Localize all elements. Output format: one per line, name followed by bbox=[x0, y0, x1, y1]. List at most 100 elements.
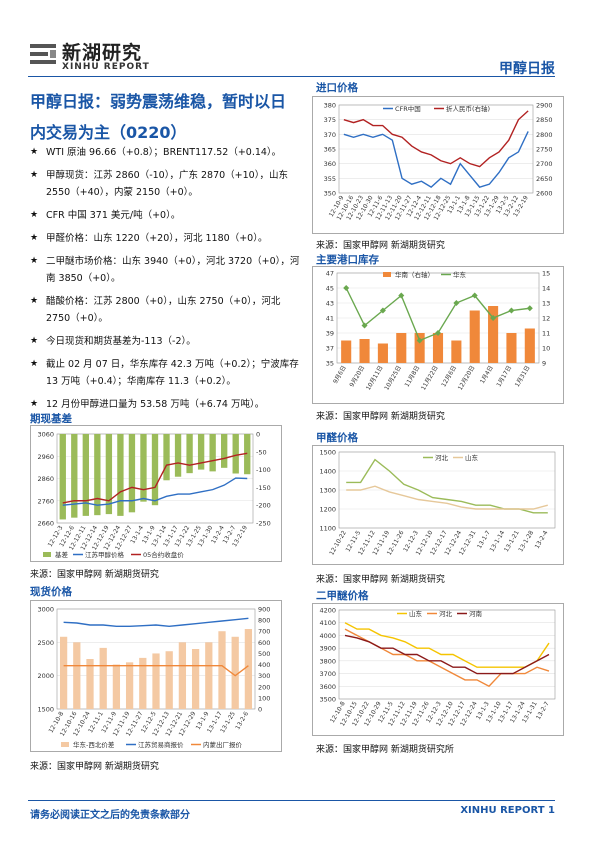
plot-area bbox=[338, 609, 556, 700]
x-tick-label: 12月20日 bbox=[457, 365, 477, 392]
y-tick-label-right: 11 bbox=[542, 330, 550, 338]
chart-inventory: 35 37 39 41 43 45 47 9 10 11 12 13 14 15 9月6日 9月20日 10月1… bbox=[312, 266, 564, 404]
legend-swatch bbox=[383, 272, 391, 277]
bar bbox=[165, 651, 173, 709]
y-tick-label: 1300 bbox=[319, 487, 336, 495]
bar bbox=[377, 343, 388, 363]
bar bbox=[231, 636, 239, 709]
series-line bbox=[344, 628, 550, 688]
y-tick-label: 3600 bbox=[319, 683, 336, 691]
y-tick-label-right: 2900 bbox=[536, 102, 553, 110]
section-title-import: 进口价格 bbox=[316, 82, 358, 94]
bar bbox=[506, 333, 517, 363]
point-marker bbox=[471, 292, 478, 299]
y-tick-label: 41 bbox=[326, 315, 334, 323]
bar bbox=[117, 434, 124, 516]
y-tick-label-right: -50 bbox=[256, 448, 267, 456]
y-tick-label-right: 100 bbox=[258, 694, 270, 702]
y-tick-label-right: 800 bbox=[258, 617, 270, 625]
y-tick-label-right: 300 bbox=[258, 672, 270, 680]
x-tick-label: 13-2-6 bbox=[234, 710, 250, 731]
x-tick-label: 11月8日 bbox=[404, 365, 422, 389]
bar bbox=[152, 653, 160, 709]
bar bbox=[105, 434, 113, 515]
x-tick-label: 1月4日 bbox=[479, 365, 495, 386]
x-tick-label: 10月11日 bbox=[365, 365, 385, 392]
source-note: 来源：国家甲醇网 新湖期货研究 bbox=[316, 241, 445, 251]
bar bbox=[191, 649, 200, 709]
y-tick-label-right: 600 bbox=[258, 639, 270, 647]
y-tick-label: 360 bbox=[324, 160, 336, 168]
bullet-item: ★ 截止 02 月 07 日，华东库存 42.3 万吨（+0.2）；宁波库存 13… bbox=[30, 356, 300, 390]
y-tick-label: 2000 bbox=[37, 672, 54, 680]
x-tick-label: 1月17日 bbox=[495, 365, 513, 389]
bar bbox=[432, 333, 444, 363]
y-tick-label: 1500 bbox=[37, 706, 54, 714]
bar bbox=[71, 434, 78, 518]
y-tick-label: 1500 bbox=[319, 449, 336, 457]
y-tick-label: 35 bbox=[326, 360, 334, 368]
x-tick-label: 1月31日 bbox=[514, 365, 532, 389]
point-marker bbox=[379, 307, 386, 314]
bullet-text: 甲醇现货：江苏 2860（-10），广东 2870（+10），山东 2550（+… bbox=[46, 170, 288, 198]
bullet-item: ★ 甲醛价格：山东 1220（+20），河北 1180（+0）。 bbox=[30, 230, 300, 247]
disclaimer-note: 请务必阅读正文之后的免责条款部分 bbox=[30, 810, 190, 821]
y-tick-label: 37 bbox=[326, 345, 334, 353]
source-note: 来源：国家甲醇网 新湖期货研究 bbox=[30, 762, 159, 772]
y-tick-label: 4200 bbox=[319, 607, 336, 615]
legend-label: 华东-西北价差 bbox=[73, 740, 115, 749]
bullet-item: ★ CFR 中国 371 美元/吨（+0）。 bbox=[30, 207, 300, 224]
series-line bbox=[63, 664, 249, 677]
x-tick-label: 9月20日 bbox=[348, 365, 366, 389]
bullet-text: 截止 02 月 07 日，华东库存 42.3 万吨（+0.2）；宁波库存 13 … bbox=[46, 359, 299, 387]
legend-label: 江苏贸易商报价 bbox=[138, 740, 184, 749]
y-tick-label: 355 bbox=[324, 175, 336, 183]
bar bbox=[99, 647, 107, 709]
y-tick-label-right: 0 bbox=[256, 431, 260, 439]
import-price-chart: 350 355 360 365 370 375 380 2600 2650 2700 2750 280… bbox=[324, 102, 553, 222]
legend-label: 华南（右轴） bbox=[395, 270, 434, 279]
bar bbox=[112, 664, 121, 709]
y-tick-label: 3060 bbox=[37, 431, 54, 439]
legend-label: 河南 bbox=[469, 609, 483, 618]
y-tick-label-right: 900 bbox=[258, 606, 270, 614]
x-tick-label: 9月6日 bbox=[332, 365, 348, 386]
y-tick-label-right: 15 bbox=[542, 270, 550, 278]
bullet-text: 甲醛价格：山东 1220（+20），河北 1180（+0）。 bbox=[46, 233, 268, 244]
section-title-spot: 现货价格 bbox=[30, 586, 72, 598]
y-tick-label-right: -100 bbox=[256, 466, 271, 474]
bar bbox=[197, 434, 205, 470]
y-tick-label-right: 200 bbox=[258, 683, 270, 691]
y-tick-label-right: 2700 bbox=[536, 160, 553, 168]
bar bbox=[178, 642, 187, 709]
bar bbox=[82, 434, 89, 516]
bar bbox=[524, 328, 535, 363]
source-note: 来源：国家甲醇网 新湖期货研究 bbox=[316, 575, 445, 585]
chart-basis: 2660 2760 2860 2960 3060 -250 -200 -150 -100 -50 0… bbox=[30, 425, 282, 562]
star-icon: ★ bbox=[30, 210, 39, 220]
logo-text-en: XINHU REPORT bbox=[62, 62, 150, 72]
legend-label: 折人民币(右轴) bbox=[446, 104, 490, 113]
series-line bbox=[62, 477, 248, 506]
source-note: 来源：国家甲醇网 新湖期货研究 bbox=[30, 570, 159, 580]
bar bbox=[140, 434, 147, 502]
y-tick-label: 2660 bbox=[37, 520, 54, 528]
bar bbox=[244, 629, 253, 709]
star-icon: ★ bbox=[30, 170, 39, 180]
y-tick-label-right: 9 bbox=[542, 360, 546, 368]
section-title-basis: 期现基差 bbox=[30, 413, 72, 425]
plot-area bbox=[338, 451, 556, 529]
logo-text-cn: 新湖研究 bbox=[62, 42, 143, 64]
y-tick-label: 380 bbox=[324, 102, 336, 110]
y-tick-label: 3900 bbox=[319, 645, 336, 653]
bullet-item: ★ 醋酸价格：江苏 2800（+0），山东 2750（+0），河北 2750（+0… bbox=[30, 293, 300, 327]
bar bbox=[73, 642, 81, 709]
y-tick-label: 1100 bbox=[319, 525, 336, 533]
bar bbox=[221, 434, 228, 468]
y-tick-label-right: -150 bbox=[256, 484, 271, 492]
source-note: 来源：国家甲醇网 新湖期货研究 bbox=[316, 412, 445, 422]
y-tick-label-right: 400 bbox=[258, 661, 270, 669]
formaldehyde-chart: 1100120013001400150012-10-2212-11-512-11… bbox=[319, 449, 556, 557]
point-marker bbox=[343, 285, 350, 291]
series-line bbox=[63, 617, 249, 628]
